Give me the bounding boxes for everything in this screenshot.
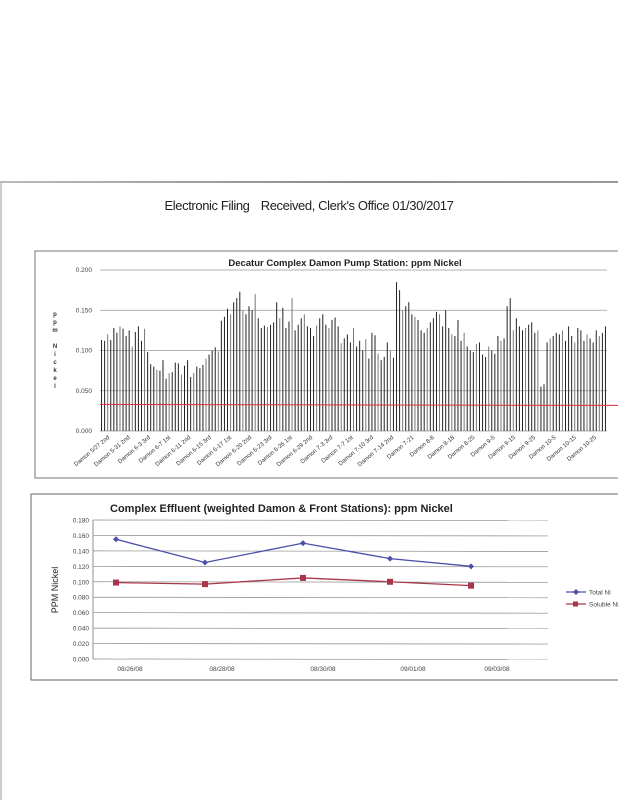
bar-chart-x-label: Damon 6-15 3rd [176,435,213,467]
bar-chart-y-tick: 0.200 [76,267,93,274]
line-chart-gridline [92,627,549,629]
legend-marker [573,589,579,595]
line-chart-gridline [92,535,549,537]
line-chart-grid [92,519,549,660]
bar-chart-y-label-char: i [54,352,56,358]
line-chart-gridline [92,565,549,568]
bar-chart-y-label-char: N [53,344,57,350]
line-chart-y-tick: 0.100 [73,579,90,586]
line-chart-y-tick: 0.140 [73,548,90,555]
line-chart-point [300,540,306,547]
bar-chart-x-label: Damon 5/27 2nd [73,435,111,468]
line-chart-legend: Total Ni Soluble Ni [566,589,618,609]
line-chart-point [468,563,474,570]
line-chart: Complex Effluent (weighted Damon & Front… [30,493,618,681]
line-chart-y-tick: 0.160 [73,533,90,540]
line-chart-y-tick: 0.040 [73,626,90,633]
line-chart-gridline [92,612,549,614]
bar-chart-y-label-char: p [53,312,57,318]
bar-chart-bars [101,282,606,431]
line-chart-y-label: PPM Nickel [50,567,60,614]
bar-chart-frame [34,250,618,479]
bar-chart-y-tick: 0.100 [76,348,93,355]
line-chart-y-tick: 0.180 [73,518,90,525]
line-chart-x-label: 09/01/08 [400,666,426,673]
bar-chart-y-label-char: k [53,368,57,374]
line-chart-y-tick: 0.120 [73,564,90,571]
bar-chart-title: Decatur Complex Damon Pump Station: ppm … [228,258,461,269]
bar-chart-y-tick: 0.150 [76,307,93,314]
line-chart-gridline [92,581,549,583]
bar-chart-x-label: Damon 5-31 2nd [93,435,131,468]
line-chart-point [387,555,393,562]
line-chart-point [468,582,474,589]
line-chart-gridline [92,519,549,521]
legend-label: Total Ni [589,590,611,597]
bar-chart-x-label: Damon 7-14 2nd [357,435,395,468]
line-chart-x-labels: 08/26/08 08/28/08 08/30/08 09/01/08 09/03/08 [117,666,510,673]
line-chart-point [113,579,119,586]
line-chart-y-tick: 0.080 [73,595,90,602]
line-chart-gridline [92,643,549,645]
bar-chart-y-label-char: p [53,320,57,326]
bar-chart-reference-line [99,403,618,406]
bar-chart-y-label-char: m [52,328,57,334]
bar-chart-y-ticks: 0.000 0.050 0.100 0.150 0.200 [76,267,93,435]
bar-chart-x-label: Damon 6-29 2nd [276,435,314,468]
bar-chart-y-label-char: l [54,384,56,390]
bar-chart-y-label-char: e [53,376,57,382]
bar-chart-y-tick: 0.000 [76,428,93,435]
filing-stamp-line-2: Received, Clerk's Office 01/30/2017 [260,198,454,213]
line-chart-gridline [92,550,549,552]
line-chart-title: Complex Effluent (weighted Damon & Front… [110,503,453,515]
line-chart-point [300,574,306,581]
bar-chart-y-tick: 0.050 [76,388,93,395]
line-chart-y-tick: 0.020 [73,641,90,648]
line-chart-y-ticks: 0.000 0.020 0.040 0.060 0.080 0.100 0.120 0.140… [73,518,90,664]
bar-chart-y-label-char: c [53,360,57,366]
line-chart-gridline [92,596,549,599]
bar-chart-x-label: Damon 6-23 3rd [236,435,273,467]
filing-stamp: Electronic Filing Received, Clerk's Offi… [0,198,618,213]
filing-stamp-line-1: Electronic Filing [164,198,250,213]
line-chart-x-label: 08/30/08 [310,666,336,673]
line-chart-gridline [92,658,549,660]
line-chart-x-label: 08/28/08 [209,666,235,673]
line-chart-x-label: 08/26/08 [117,666,143,673]
bar-chart-x-label: Damon 6-20 2nd [215,435,253,468]
scan-left-edge [0,183,2,800]
line-chart-point [202,581,208,588]
line-chart-point [113,536,119,543]
legend-label: Soluble Ni [589,602,618,609]
line-chart-x-label: 09/03/08 [484,666,510,673]
legend-marker [573,601,578,607]
bar-chart-x-label: Damon 7-10 3rd [338,435,375,467]
scan-page-edge [0,181,618,183]
line-chart-series [113,536,474,589]
bar-chart-x-label: Damon 6-11 2nd [155,435,193,468]
line-chart-point [202,559,208,566]
line-chart-frame [30,493,618,681]
line-chart-point [387,578,393,585]
line-chart-y-tick: 0.000 [73,657,90,664]
line-chart-y-tick: 0.060 [73,610,90,617]
line-chart-series-line [115,538,472,567]
